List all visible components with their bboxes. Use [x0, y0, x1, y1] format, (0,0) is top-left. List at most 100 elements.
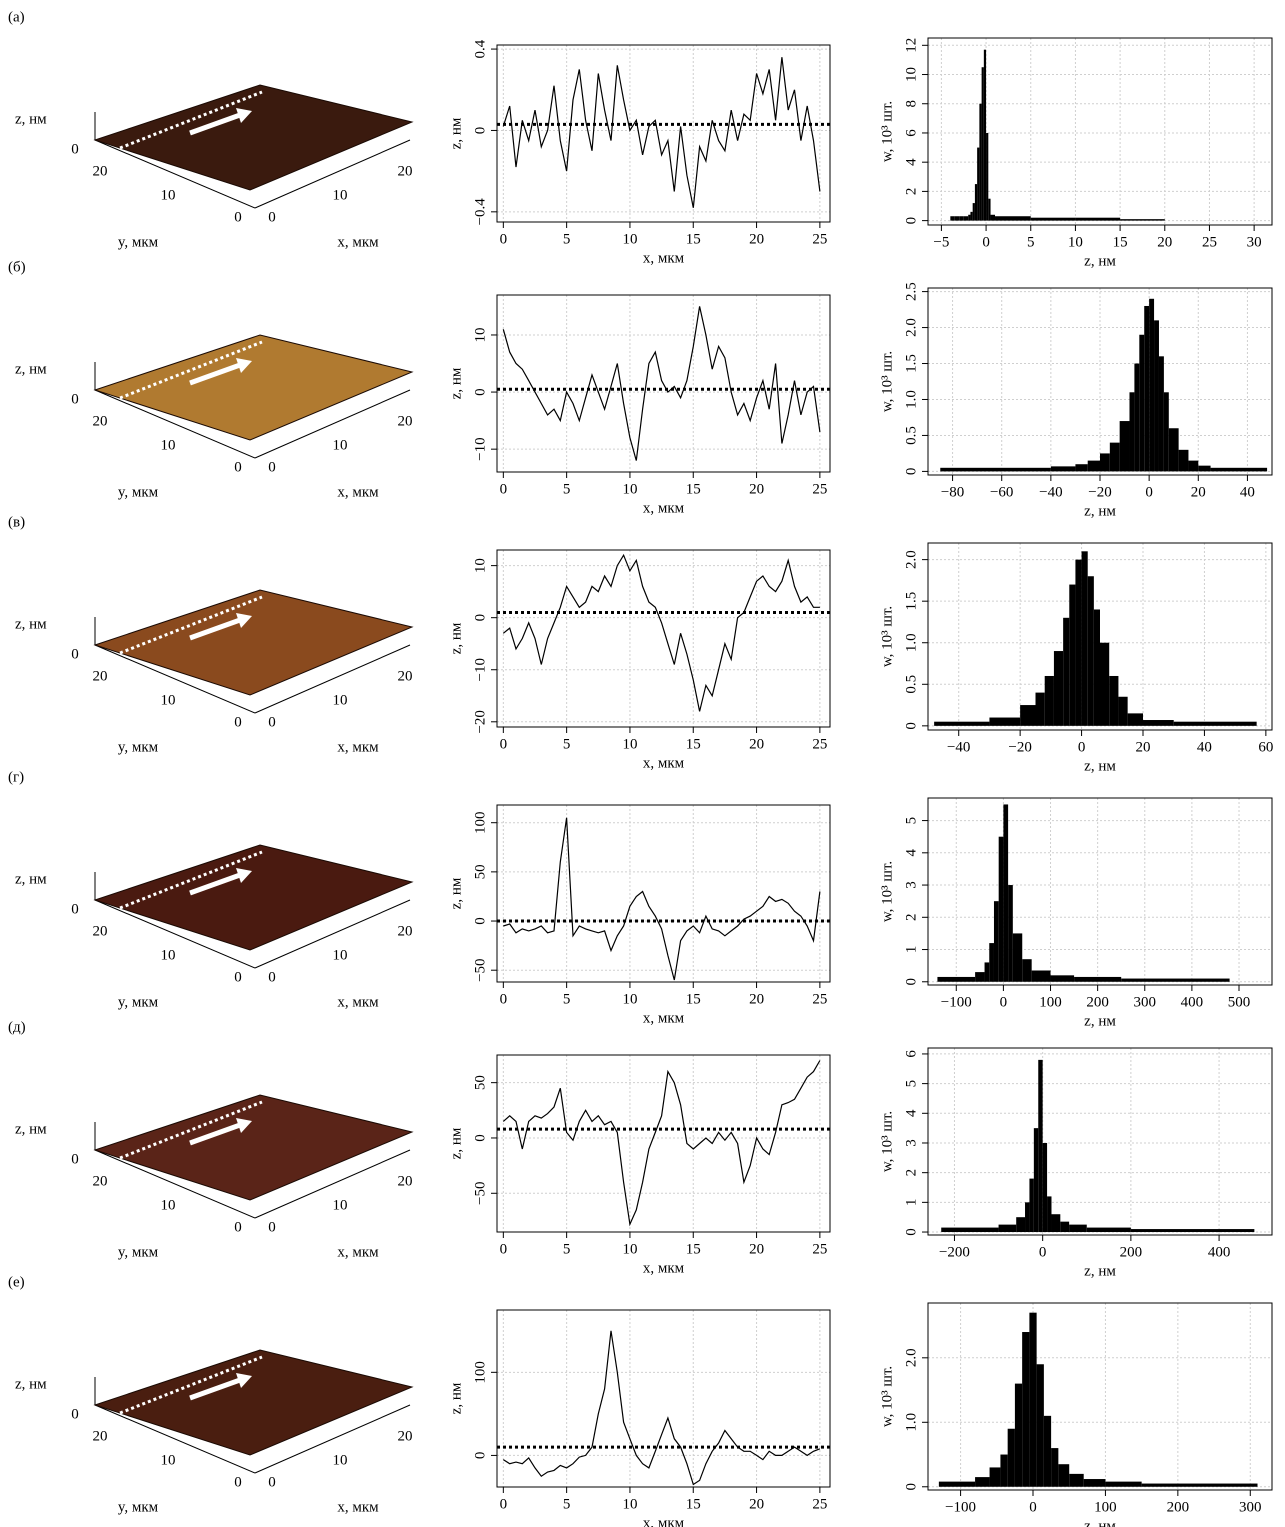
histogram-bar — [1100, 642, 1110, 726]
y-axis-label: w, 10³ шт. — [879, 1366, 895, 1427]
x-axis-label: z, нм — [1084, 253, 1116, 269]
y-tick-label: 10 — [472, 327, 488, 342]
plot-frame — [927, 1047, 1273, 1236]
y-axis-label: y, мкм — [118, 994, 159, 1010]
histogram-bar — [983, 49, 987, 221]
histogram-bar — [1050, 975, 1075, 982]
y-tick-label: 6 — [903, 1050, 919, 1058]
y-tick-label: −0.4 — [472, 198, 488, 226]
histogram-bar — [1129, 392, 1135, 472]
x-tick-label: 200 — [1167, 1499, 1190, 1515]
histogram-bar — [1069, 584, 1076, 726]
histogram-bar — [1168, 428, 1179, 472]
y-tick-label: 20 — [93, 413, 108, 429]
y-axis-label: w, 10³ шт. — [879, 101, 895, 162]
x-tick-label: 20 — [749, 1496, 764, 1512]
x-tick-label: 25 — [812, 991, 827, 1007]
z-axis-label: z, нм — [15, 616, 47, 632]
x-tick-label: 400 — [1208, 1244, 1231, 1260]
y-axis-label: w, 10³ шт. — [879, 351, 895, 412]
x-axis-label: x, мкм — [643, 755, 685, 771]
y-tick-label: 1 — [903, 946, 919, 954]
x-tick-label: 15 — [686, 231, 701, 247]
y-tick-label: 0 — [903, 722, 919, 730]
y-tick-label: 0 — [234, 969, 242, 985]
y-tick-label: 10 — [161, 1452, 176, 1468]
x-axis-label: z, нм — [1084, 1263, 1116, 1279]
x-axis-label: x, мкм — [643, 1260, 685, 1276]
x-tick-label: −80 — [941, 484, 964, 500]
plot-frame — [927, 797, 1273, 986]
y-tick-label: −50 — [472, 1182, 488, 1205]
y-tick-label: 2 — [903, 1169, 919, 1177]
scan-line — [119, 340, 263, 400]
histogram-bar — [1020, 705, 1036, 726]
x-tick-label: 20 — [1136, 739, 1151, 755]
profile-line — [502, 57, 821, 208]
y-tick-label: 10 — [161, 947, 176, 963]
histogram-bar — [1087, 576, 1094, 726]
x-tick-label: 10 — [622, 1241, 637, 1257]
y-tick-label: 10 — [161, 187, 176, 203]
scan-line — [119, 850, 263, 910]
x-tick-label: 5 — [1027, 234, 1035, 250]
histogram-bar — [954, 216, 960, 221]
profile-line — [502, 1060, 821, 1227]
histogram-bar — [1134, 363, 1140, 472]
x-tick-label: 100 — [1094, 1499, 1117, 1515]
x-tick-label: 200 — [1120, 1244, 1143, 1260]
histogram-bar — [1100, 453, 1110, 472]
plot-frame — [496, 1054, 831, 1233]
x-tick-label: 20 — [398, 163, 413, 179]
profile-line — [502, 553, 820, 712]
scan-arrow-head — [236, 1373, 252, 1388]
y-tick-label: 20 — [93, 923, 108, 939]
z-tick-label: 0 — [71, 646, 79, 662]
histogram-bar — [1008, 885, 1013, 982]
histogram-bar — [970, 211, 973, 221]
x-tick-label: 0 — [268, 969, 276, 985]
histogram-bar — [1050, 466, 1076, 472]
histogram-bar — [968, 214, 971, 221]
x-tick-label: −100 — [945, 1499, 976, 1515]
x-tick-label: 10 — [1068, 234, 1083, 250]
x-tick-label: 10 — [333, 1197, 348, 1213]
x-tick-label: 20 — [398, 1428, 413, 1444]
histogram-bar — [1053, 651, 1064, 726]
y-tick-label: 0 — [234, 1474, 242, 1490]
x-tick-label: −60 — [990, 484, 1013, 500]
histogram-bar — [1210, 467, 1268, 472]
histogram-bar — [1058, 1464, 1070, 1487]
plot-frame — [496, 1309, 831, 1488]
x-axis-label: x, мкм — [337, 484, 379, 500]
x-tick-label: 20 — [1191, 484, 1206, 500]
x-tick-label: −20 — [1088, 484, 1111, 500]
profile-line — [503, 817, 821, 981]
y-axis-label: y, мкм — [118, 1244, 159, 1260]
x-axis-label: x, мкм — [643, 500, 685, 516]
histogram-bar — [1075, 559, 1082, 726]
y-tick-label: 1.5 — [903, 354, 919, 373]
plot-frame — [496, 44, 831, 223]
y-tick-label: −10 — [472, 658, 488, 681]
histogram-bar — [1022, 959, 1032, 982]
histogram-bar — [1149, 298, 1155, 472]
histogram-bar — [995, 216, 1031, 221]
z-tick-label: 0 — [71, 391, 79, 407]
histogram-bar — [975, 972, 985, 982]
scan-arrow — [189, 1377, 241, 1401]
surface — [93, 844, 414, 951]
y-tick-label: 0 — [903, 217, 919, 225]
histogram-bar — [1051, 1214, 1061, 1233]
histogram-bar — [1144, 305, 1150, 472]
y-tick-label: −50 — [472, 958, 488, 981]
histogram-bar — [1036, 1364, 1044, 1487]
y-tick-label: 10 — [161, 692, 176, 708]
histogram-bar — [1063, 617, 1070, 726]
panel-label: (е) — [8, 1274, 25, 1290]
x-tick-label: 5 — [563, 1241, 571, 1257]
histogram-bar — [1035, 692, 1045, 726]
y-axis-label: z, нм — [448, 367, 464, 399]
y-tick-label: 0 — [472, 1134, 488, 1142]
